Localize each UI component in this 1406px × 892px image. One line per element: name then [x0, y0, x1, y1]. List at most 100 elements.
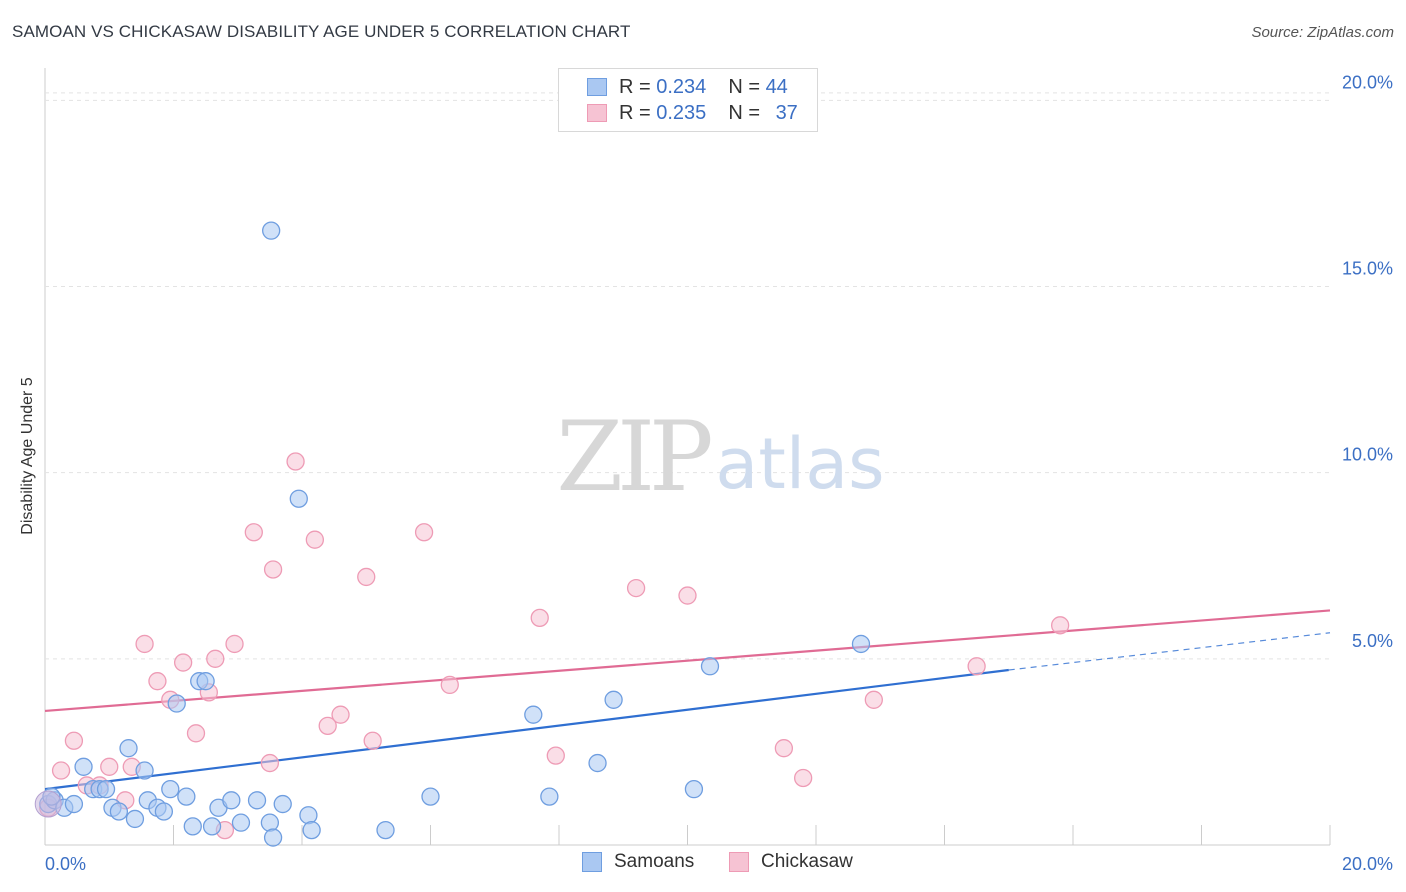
chickasaw-point [206, 649, 225, 668]
source-label: Source: ZipAtlas.com [1251, 24, 1394, 41]
y-tick-label: 15.0% [1342, 259, 1393, 279]
chickasaw-point [286, 452, 305, 471]
samoans-swatch [587, 78, 607, 96]
chickasaw-point [186, 724, 206, 743]
chickasaw-point [263, 560, 283, 579]
samoans-point [588, 753, 607, 773]
samoans-point [263, 828, 283, 847]
chickasaw-point [225, 634, 244, 654]
legend-item-chickasaw: Chickasaw [729, 851, 853, 873]
legend-r-label: R = [619, 101, 657, 124]
chickasaw-point [331, 705, 350, 724]
samoans-point [96, 780, 116, 799]
correlation-legend: R = 0.234 N = 44 R = 0.235 N = 37 [558, 68, 818, 132]
samoans-trend-line [44, 668, 1009, 791]
y-tick-labels: 5.0% 10.0% 15.0% 20.0% [1342, 72, 1393, 650]
samoans-point [135, 761, 154, 780]
watermark-atlas: atlas [715, 423, 884, 505]
samoans-point [247, 791, 267, 810]
chickasaw-point [794, 768, 813, 788]
samoans-point [700, 657, 720, 676]
chickasaw-point [530, 608, 549, 628]
legend-row-chickasaw: R = 0.235 N = 37 [587, 101, 798, 125]
x-tick-label: 20.0% [1342, 854, 1393, 874]
data-points [34, 221, 1070, 847]
samoans-point [421, 787, 440, 806]
chickasaw-point [1051, 616, 1070, 635]
chickasaw-legend-label: Chickasaw [761, 851, 853, 872]
watermark: ZIP atlas [556, 401, 884, 513]
y-tick-label: 20.0% [1342, 72, 1393, 92]
chickasaw-trend-line [44, 609, 1331, 713]
samoans-point [125, 809, 145, 829]
samoans-point [167, 694, 186, 713]
samoans-point [684, 780, 704, 799]
samoans-legend-label: Samoans [614, 851, 695, 872]
chickasaw-point [135, 634, 154, 654]
chickasaw-point [173, 653, 193, 672]
legend-r-value: 0.235 [656, 101, 707, 124]
x-tick-labels: 0.0% 20.0% [45, 854, 1393, 874]
samoans-point [154, 802, 174, 821]
samoans-point [851, 634, 871, 654]
chickasaw-point [148, 672, 167, 691]
samoans-point [376, 820, 395, 840]
chickasaw-point [774, 739, 794, 758]
samoans-point [231, 813, 251, 832]
chickasaw-point [363, 731, 382, 750]
chickasaw-point [244, 523, 263, 542]
samoans-legend-swatch [582, 852, 602, 872]
legend-r-value: 0.234 [656, 75, 707, 98]
legend-n-label: N = [728, 101, 766, 124]
samoans-point [524, 705, 543, 724]
samoans-point [222, 791, 241, 810]
chickasaw-point [100, 757, 119, 776]
chickasaw-point [626, 578, 646, 598]
chickasaw-point [260, 753, 280, 773]
samoans-point [302, 820, 321, 840]
samoans-point [196, 672, 215, 691]
chickasaw-swatch [587, 104, 607, 122]
trend-lines [44, 609, 1331, 791]
chickasaw-point [64, 731, 84, 750]
chickasaw-point [357, 567, 376, 587]
samoans-point [262, 221, 281, 240]
samoans-point [299, 806, 318, 825]
watermark-zip: ZIP [556, 401, 711, 513]
samoans-point [289, 489, 308, 508]
samoans-point [183, 817, 202, 836]
series-legend: Samoans Chickasaw [0, 851, 1406, 877]
legend-row-samoans: R = 0.234 N = 44 [587, 75, 788, 99]
samoans-point [202, 817, 222, 836]
legend-n-label: N = [728, 75, 766, 98]
chickasaw-point [864, 690, 883, 709]
overlap-point [34, 790, 62, 818]
samoans-point [64, 794, 84, 814]
y-tick-label: 10.0% [1342, 445, 1393, 465]
chart-title: SAMOAN VS CHICKASAW DISABILITY AGE UNDER… [12, 22, 631, 41]
legend-n-value: 44 [765, 75, 788, 98]
chickasaw-point [305, 530, 325, 549]
legend-n-value: 37 [775, 101, 798, 124]
legend-item-samoans: Samoans [582, 851, 694, 873]
chickasaw-legend-swatch [729, 852, 749, 872]
chickasaw-point [546, 746, 565, 765]
samoans-point [260, 813, 280, 832]
y-tick-label: 5.0% [1352, 631, 1393, 651]
x-tick-label: 0.0% [45, 854, 86, 874]
samoans-trend-extension [1008, 632, 1331, 671]
samoans-point [604, 690, 623, 709]
chickasaw-point [967, 657, 986, 676]
y-axis-label: Disability Age Under 5 [19, 377, 36, 535]
samoans-point [119, 739, 138, 758]
samoans-point [540, 787, 559, 806]
samoans-point [273, 794, 292, 814]
samoans-point [177, 787, 196, 806]
chickasaw-point [414, 523, 434, 542]
samoans-point [74, 757, 93, 776]
x-tick-marks [173, 825, 1331, 845]
chickasaw-point [51, 761, 71, 780]
legend-r-label: R = [619, 75, 657, 98]
samoans-point [109, 802, 129, 821]
